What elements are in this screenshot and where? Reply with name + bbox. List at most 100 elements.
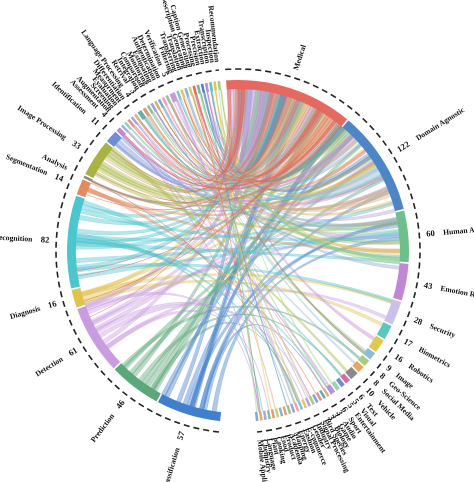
count-sport: 6 bbox=[340, 405, 351, 415]
target-arc-text bbox=[340, 373, 350, 384]
source-arc-extraction bbox=[204, 82, 210, 93]
target-arc-food bbox=[274, 408, 280, 418]
ribbon-verification-signal-processing bbox=[175, 100, 311, 397]
source-arc-filtering bbox=[176, 90, 182, 100]
count-biology: 3 bbox=[326, 413, 337, 422]
source-arc-estimating bbox=[157, 98, 165, 108]
source-arc-verification bbox=[169, 92, 178, 103]
label-image-processing: Image Processing bbox=[16, 103, 68, 142]
count-entertainment: 5 bbox=[346, 401, 357, 410]
source-arc-language-processing bbox=[137, 110, 147, 120]
count-robotics: 16 bbox=[393, 351, 406, 364]
target-arc-image bbox=[363, 347, 376, 360]
source-arc-authentication bbox=[161, 96, 168, 107]
count-prediction: 46 bbox=[114, 397, 128, 410]
target-arc-mapping bbox=[286, 404, 292, 415]
count-game: 3 bbox=[331, 411, 342, 420]
target-arc-language bbox=[262, 410, 267, 420]
ribbon-medical-20 bbox=[86, 96, 293, 211]
source-arc-transferring bbox=[180, 89, 186, 99]
left-dashed-track bbox=[55, 69, 220, 433]
ribbon-diagnosis-biometrics bbox=[83, 279, 384, 327]
count-retrival: 3 bbox=[128, 86, 139, 95]
source-arc-screening bbox=[124, 121, 133, 131]
source-arc-retrival bbox=[142, 107, 151, 117]
ribbon-recognition-sport bbox=[76, 237, 328, 388]
ribbon-medical-2 bbox=[83, 111, 325, 302]
source-arc-recognition bbox=[66, 195, 85, 289]
target-arc-geo-science bbox=[357, 354, 370, 366]
count-identification: 11 bbox=[89, 114, 102, 127]
ribbon-prediction-text bbox=[138, 313, 343, 383]
target-arc-domain-agnostic bbox=[342, 120, 404, 212]
ribbon-medical-12 bbox=[77, 93, 280, 272]
count-detection: 61 bbox=[67, 345, 80, 358]
target-arc-game bbox=[319, 389, 326, 399]
count-recognition: 82 bbox=[40, 234, 49, 244]
source-arc-description-generating bbox=[188, 86, 194, 97]
count-social-media: 8 bbox=[371, 378, 382, 389]
target-arc-mobile-application bbox=[254, 411, 259, 422]
target-arc-e-commerce bbox=[297, 400, 304, 411]
target-arc-cooking bbox=[270, 409, 276, 419]
count-emotion-recognition: 43 bbox=[423, 280, 433, 291]
count-image: 9 bbox=[384, 363, 394, 374]
target-arc-academia bbox=[282, 406, 288, 416]
source-arc-inspection bbox=[213, 81, 218, 91]
count-segmentation: 14 bbox=[53, 171, 65, 184]
ribbon-detection-signal-processing bbox=[98, 303, 311, 397]
target-arc-product bbox=[278, 407, 284, 417]
source-arc-determination bbox=[165, 95, 172, 105]
count-classification: 57 bbox=[175, 429, 187, 441]
target-arc-gender bbox=[301, 399, 308, 409]
ribbon-medical-16 bbox=[95, 123, 342, 204]
count-human-activity: 60 bbox=[426, 228, 435, 239]
source-arc-transcription bbox=[209, 82, 214, 92]
target-arc-fashion bbox=[293, 402, 300, 412]
source-arc-classification bbox=[157, 394, 222, 422]
target-arc-security bbox=[384, 299, 402, 325]
source-arc-analysis bbox=[83, 175, 93, 182]
ribbon-medical-18 bbox=[139, 99, 301, 183]
target-arc-emotion-recognition bbox=[393, 263, 409, 301]
right-dashed-track bbox=[225, 68, 421, 433]
label-domain-agnostic: Domain Agnostic bbox=[414, 105, 466, 142]
ribbon-medical-11 bbox=[133, 88, 246, 182]
source-arc-processing bbox=[196, 84, 202, 94]
ribbon-image-processing-vehicle bbox=[110, 146, 348, 373]
target-arc-visual bbox=[335, 377, 345, 388]
count-audio: 3 bbox=[335, 408, 346, 417]
source-arc-translation bbox=[184, 87, 190, 98]
count-geo-science: 8 bbox=[378, 371, 388, 382]
source-arc-image-processing bbox=[85, 142, 113, 179]
label-prediction: Prediction bbox=[89, 411, 117, 444]
source-arc-diagnosis bbox=[71, 287, 86, 308]
target-arc-signal-processing bbox=[308, 395, 315, 405]
target-arc-plant bbox=[266, 409, 271, 420]
target-arc-chemistry bbox=[258, 411, 263, 421]
target-arc-industry bbox=[304, 397, 312, 407]
count-diagnosis: 16 bbox=[47, 298, 59, 310]
source-arc-segmentation bbox=[76, 179, 91, 198]
source-arc-comparison bbox=[150, 102, 158, 112]
target-arc-vehicle bbox=[345, 366, 358, 380]
target-arc-biometrics bbox=[376, 322, 392, 340]
count-visual: 5 bbox=[351, 396, 362, 406]
ribbon-medical-14 bbox=[111, 91, 275, 190]
ribbon-medical-4 bbox=[196, 94, 288, 174]
ribbon-medical-13 bbox=[124, 88, 232, 184]
target-arc-energy bbox=[290, 403, 296, 413]
count-verification: 5 bbox=[160, 70, 171, 78]
label-diagnosis: Diagnosis bbox=[9, 304, 42, 321]
source-arc-precision bbox=[200, 83, 206, 93]
target-arc-biology bbox=[315, 391, 323, 402]
label-recognition: Recognition bbox=[0, 233, 33, 244]
source-arc-caption-generating bbox=[192, 85, 198, 95]
label-human-activity: Human Activity bbox=[443, 223, 474, 236]
target-arc-audio bbox=[322, 387, 330, 397]
count-biometrics: 17 bbox=[402, 336, 415, 349]
label-biometrics: Biometrics bbox=[417, 345, 452, 370]
count-image-processing: 33 bbox=[70, 138, 83, 151]
